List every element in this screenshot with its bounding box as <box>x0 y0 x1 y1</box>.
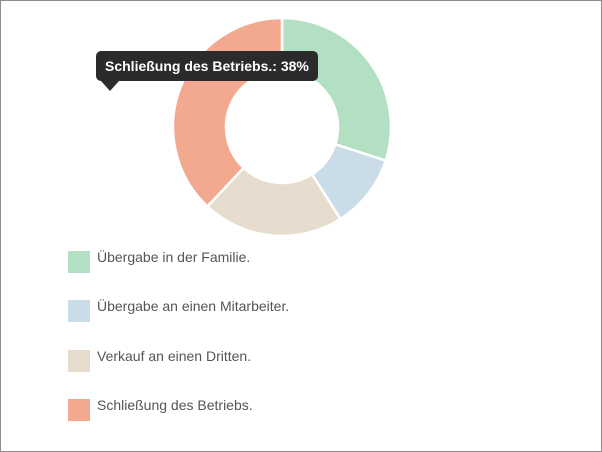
legend-item-3[interactable]: Verkauf an einen Dritten. <box>68 347 289 373</box>
doughnut-slice-4[interactable] <box>171 16 284 209</box>
chart-legend: Übergabe in der Familie. Übergabe an eine… <box>68 249 290 447</box>
legend-swatch <box>68 251 90 273</box>
legend-label: Übergabe an einen Mitarbeiter. <box>97 298 290 315</box>
legend-label: Übergabe in der Familie. <box>97 249 251 265</box>
legend-swatch <box>68 398 90 421</box>
legend-item-1[interactable]: Übergabe in der Familie. <box>68 249 289 274</box>
chart-tooltip: Schließung des Betriebs.: 38% <box>96 51 318 81</box>
legend-swatch <box>68 300 90 323</box>
legend-item-4[interactable]: Schließung des Betriebs. <box>68 396 289 422</box>
legend-label: Schließung des Betriebs. <box>97 396 253 413</box>
legend-label: Verkauf an einen Dritten. <box>97 347 252 364</box>
legend-swatch <box>68 349 90 372</box>
doughnut-slice-1[interactable] <box>280 16 393 163</box>
doughnut-slice-3[interactable] <box>205 166 343 238</box>
tooltip-caret <box>101 81 119 91</box>
legend-item-2[interactable]: Übergabe an einen Mitarbeiter. <box>68 298 290 323</box>
